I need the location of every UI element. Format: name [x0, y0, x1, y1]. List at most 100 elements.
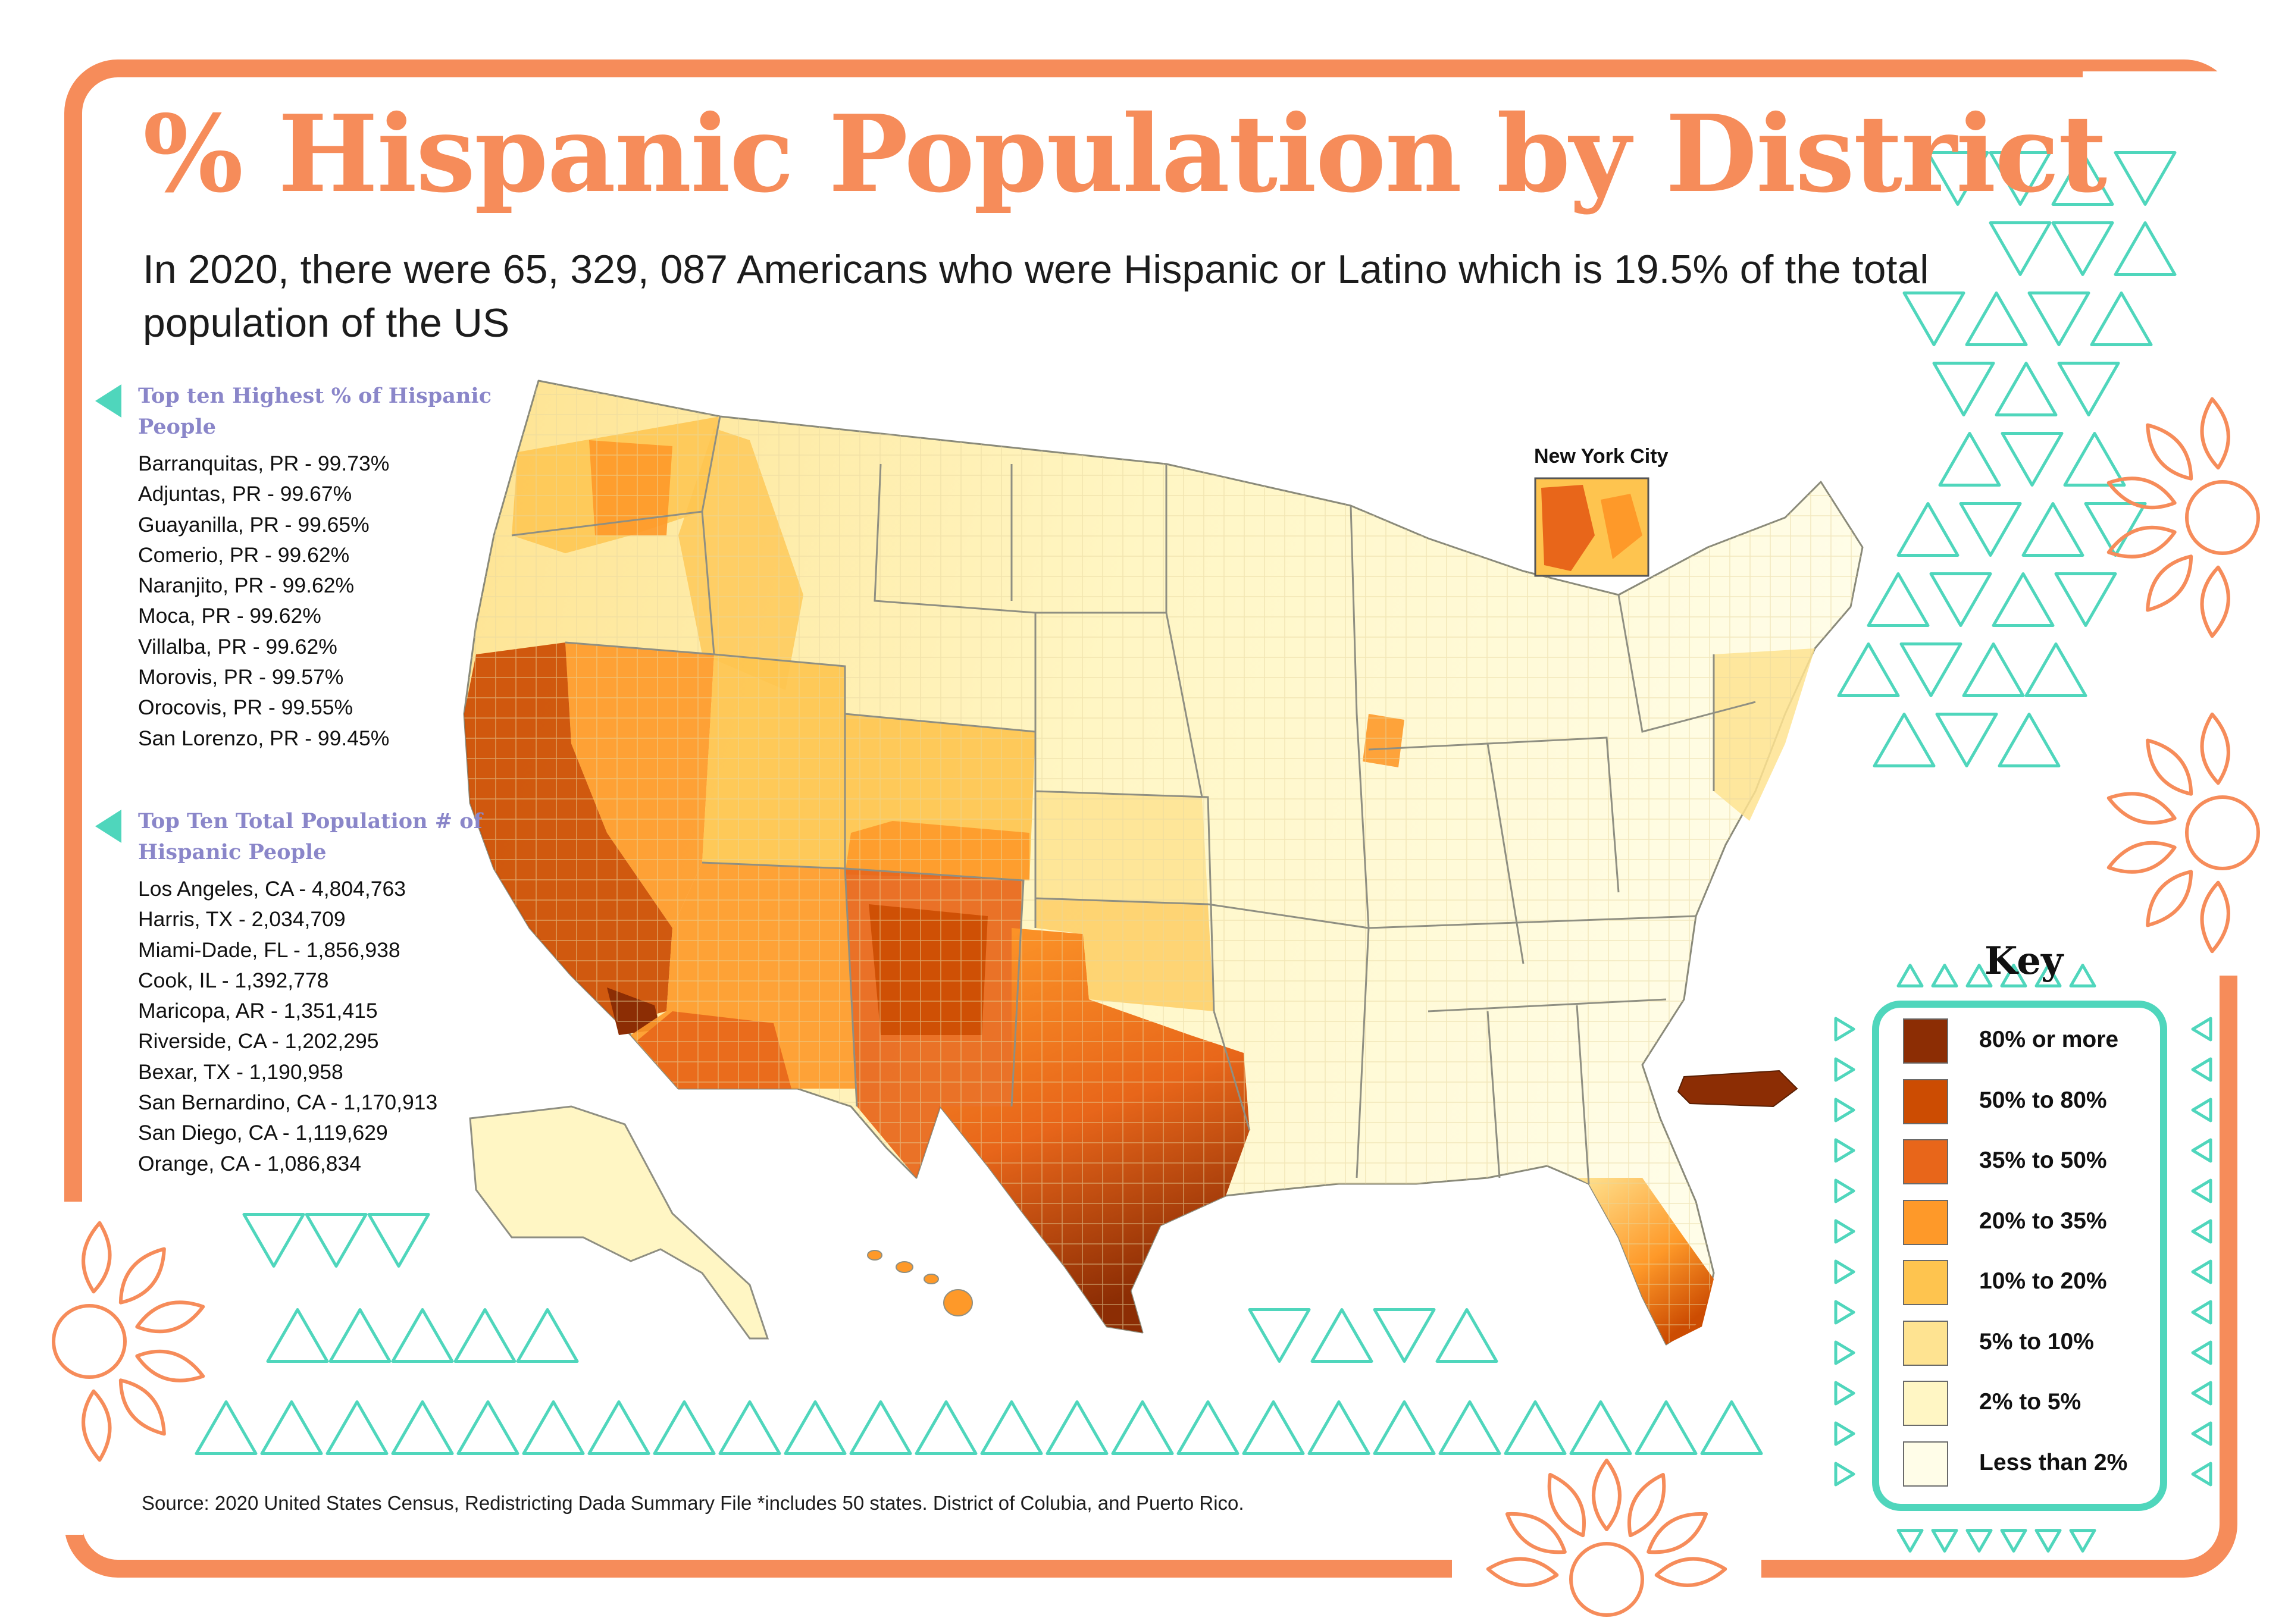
- list-item: Los Angeles, CA - 4,804,763: [138, 877, 406, 901]
- triangle-decoration: [2024, 642, 2087, 697]
- flower-petal: [2200, 397, 2230, 470]
- triangle-decoration: [1896, 1529, 1924, 1553]
- legend-swatch: [1903, 1320, 1948, 1366]
- triangle-decoration: [242, 1213, 305, 1268]
- flower-petal: [118, 1378, 166, 1436]
- legend-label: 80% or more: [1979, 1027, 2119, 1052]
- triangle-decoration: [2114, 221, 2177, 276]
- flower-petal: [2200, 712, 2230, 785]
- triangle-decoration: [2063, 432, 2126, 487]
- legend-swatch: [1903, 1018, 1948, 1064]
- triangle-decoration: [1938, 432, 2001, 487]
- triangle-decoration: [1700, 1400, 1763, 1455]
- highest-percent-list: Top ten Highest % of Hispanic People Bar…: [95, 381, 524, 750]
- legend-swatch: [1903, 1139, 1948, 1184]
- triangle-decoration: [367, 1213, 430, 1268]
- triangle-decoration: [1899, 642, 1962, 697]
- triangle-decoration: [1504, 1400, 1567, 1455]
- flower-petal: [1486, 1557, 1559, 1587]
- triangle-decoration: [2057, 362, 2120, 416]
- triangle-decoration: [1834, 1057, 1855, 1082]
- list-item: Orocovis, PR - 99.55%: [138, 695, 353, 720]
- flower-petal: [118, 1247, 166, 1305]
- triangle-decoration: [1873, 713, 1936, 767]
- triangle-decoration: [2034, 1529, 2062, 1553]
- triangle-decoration: [1834, 1381, 1855, 1406]
- triangle-decoration: [1438, 1400, 1501, 1455]
- triangle-decoration: [2034, 964, 2062, 987]
- triangle-decoration: [784, 1400, 847, 1455]
- total-population-heading: Top Ten Total Population # of Hispanic P…: [138, 809, 483, 864]
- flower-petal: [1654, 1557, 1727, 1587]
- flower-petal: [1647, 1512, 1708, 1554]
- flower-petal: [2146, 870, 2193, 927]
- list-item: Harris, TX - 2,034,709: [138, 907, 346, 932]
- source-note: Source: 2020 United States Census, Redis…: [142, 1492, 1244, 1514]
- triangle-decoration: [2000, 964, 2027, 987]
- list-item: Villalba, PR - 99.62%: [138, 634, 337, 659]
- list-item: Riverside, CA - 1,202,295: [138, 1029, 379, 1054]
- triangle-decoration: [1242, 1400, 1305, 1455]
- list-item: San Lorenzo, PR - 99.45%: [138, 726, 390, 750]
- list-item: Orange, CA - 1,086,834: [138, 1151, 361, 1175]
- triangle-decoration: [718, 1400, 781, 1455]
- flower-petal: [1592, 1459, 1622, 1531]
- triangle-decoration: [2084, 502, 2147, 557]
- legend-label: 2% to 5%: [1979, 1389, 2081, 1415]
- triangle-decoration: [2191, 1462, 2212, 1487]
- triangle-decoration: [1834, 1138, 1855, 1163]
- flower-petal: [135, 1300, 205, 1334]
- flower-petal: [2200, 880, 2230, 954]
- legend-swatch: [1903, 1441, 1948, 1487]
- triangle-decoration: [2191, 1381, 2212, 1406]
- map-hawaii: [867, 1250, 973, 1316]
- triangle-decoration: [1989, 221, 2052, 276]
- flower-petal: [1627, 1472, 1666, 1538]
- frame-gap-bottom: [1452, 1547, 1761, 1594]
- triangle-decoration: [1896, 964, 1924, 987]
- nyc-inset-label: New York City: [1534, 445, 1669, 468]
- triangle-decoration: [1965, 964, 1993, 987]
- list-item: Barranquitas, PR - 99.73%: [138, 452, 390, 475]
- triangle-decoration: [1435, 1308, 1498, 1363]
- triangle-decoration: [1926, 151, 1989, 206]
- list-item: Naranjito, PR - 99.62%: [138, 573, 355, 598]
- list-item: Bexar, TX - 1,190,958: [138, 1059, 343, 1084]
- list-item: San Diego, CA - 1,119,629: [138, 1121, 388, 1145]
- flower-petal: [2106, 841, 2177, 874]
- triangle-decoration: [1992, 572, 2055, 627]
- triangle-decoration: [587, 1400, 650, 1455]
- triangle-decoration: [1834, 1462, 1855, 1487]
- flower-decoration: [2185, 795, 2260, 870]
- triangle-decoration: [2191, 1138, 2212, 1163]
- flower-petal: [2146, 423, 2193, 481]
- flower-petal: [2146, 554, 2193, 612]
- triangle-decoration: [1834, 1421, 1855, 1446]
- triangle-decoration: [1896, 502, 1960, 557]
- triangle-decoration: [1111, 1400, 1174, 1455]
- triangle-decoration: [2191, 1057, 2212, 1082]
- triangle-decoration: [1931, 964, 1958, 987]
- teal-arrow-icon: [95, 384, 121, 418]
- triangle-decoration: [522, 1400, 585, 1455]
- triangle-decoration: [1834, 1098, 1855, 1123]
- triangle-decoration: [653, 1400, 716, 1455]
- triangle-decoration: [1310, 1308, 1373, 1363]
- triangle-decoration: [1935, 713, 1998, 767]
- triangle-decoration: [1837, 642, 1900, 697]
- triangle-decoration: [980, 1400, 1043, 1455]
- map-puerto-rico: [1677, 1070, 1798, 1108]
- legend-label: Less than 2%: [1979, 1449, 2128, 1475]
- list-item: Maricopa, AR - 1,351,415: [138, 999, 378, 1023]
- triangle-decoration: [1635, 1400, 1698, 1455]
- triangle-decoration: [2054, 572, 2117, 627]
- triangle-decoration: [2114, 151, 2177, 206]
- flower-petal: [2106, 476, 2177, 510]
- triangle-decoration: [328, 1308, 392, 1363]
- legend-swatch: [1903, 1079, 1948, 1124]
- list-item: Comerio, PR - 99.62%: [138, 543, 350, 567]
- triangle-decoration: [1965, 1529, 1993, 1553]
- triangle-decoration: [2191, 1421, 2212, 1446]
